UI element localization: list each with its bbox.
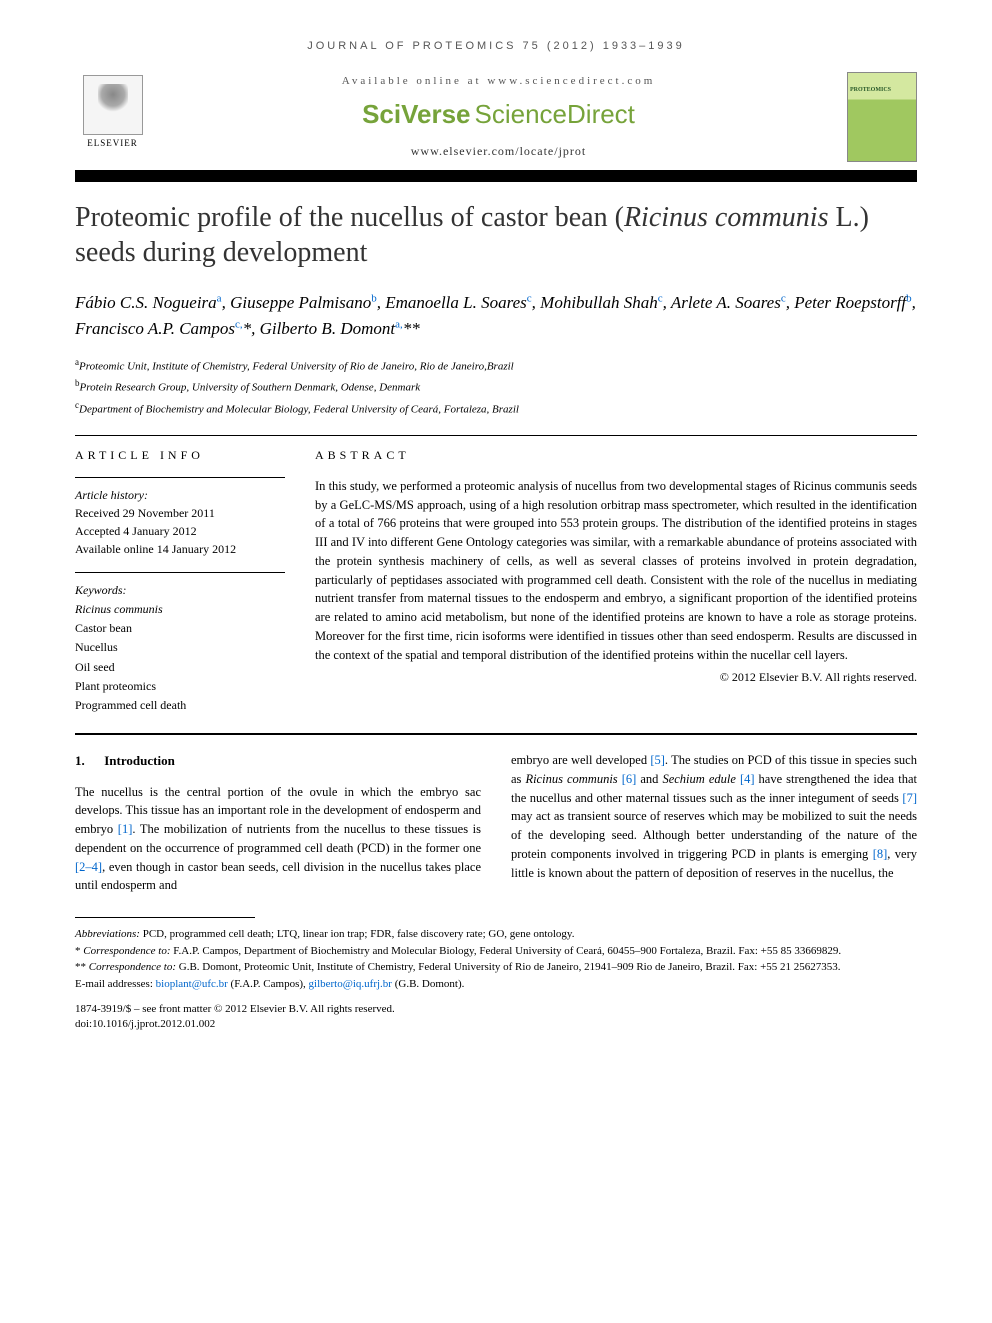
affiliation-item: aProteomic Unit, Institute of Chemistry,… xyxy=(75,355,917,376)
article-history-block: Article history: Received 29 November 20… xyxy=(75,477,285,558)
title-italic: Ricinus communis xyxy=(624,202,829,233)
elsevier-logo[interactable]: ELSEVIER xyxy=(75,75,150,160)
article-page: JOURNAL OF PROTEOMICS 75 (2012) 1933–193… xyxy=(0,0,992,1063)
correspondence-1: * Correspondence to: F.A.P. Campos, Depa… xyxy=(75,943,917,960)
divider xyxy=(75,435,917,436)
journal-citation: JOURNAL OF PROTEOMICS 75 (2012) 1933–193… xyxy=(75,40,917,52)
section-number: 1. xyxy=(75,753,85,768)
body-divider xyxy=(75,733,917,735)
journal-cover-thumbnail[interactable]: PROTEOMICS xyxy=(847,72,917,162)
abstract-column: ABSTRACT In this study, we performed a p… xyxy=(315,448,917,715)
intro-paragraph-left: The nucellus is the central portion of t… xyxy=(75,783,481,896)
doi-line: doi:10.1016/j.jprot.2012.01.002 xyxy=(75,1017,917,1032)
keyword-item: Ricinus communis xyxy=(75,600,285,619)
online-date: Available online 14 January 2012 xyxy=(75,540,285,558)
title-part1: Proteomic profile of the nucellus of cas… xyxy=(75,202,624,233)
sciverse-text: SciVerse xyxy=(362,99,470,129)
title-separator-bar xyxy=(75,170,917,182)
abstract-text: In this study, we performed a proteomic … xyxy=(315,477,917,665)
citation-link[interactable]: [6] xyxy=(622,772,637,786)
citation-link[interactable]: [5] xyxy=(650,753,665,767)
keyword-item: Oil seed xyxy=(75,658,285,677)
body-right-column: embryo are well developed [5]. The studi… xyxy=(511,751,917,895)
keyword-item: Programmed cell death xyxy=(75,696,285,715)
received-date: Received 29 November 2011 xyxy=(75,504,285,522)
publisher-banner: ELSEVIER Available online at www.science… xyxy=(75,72,917,162)
intro-paragraph-right: embryo are well developed [5]. The studi… xyxy=(511,751,917,882)
citation-link[interactable]: [8] xyxy=(873,847,888,861)
email-1-who: (F.A.P. Campos), xyxy=(228,978,309,990)
email-2-who: (G.B. Domont). xyxy=(392,978,464,990)
elsevier-label: ELSEVIER xyxy=(87,138,138,148)
abbreviations-line: Abbreviations: PCD, programmed cell deat… xyxy=(75,926,917,943)
cover-title: PROTEOMICS xyxy=(850,87,891,93)
body-columns: 1. Introduction The nucellus is the cent… xyxy=(75,751,917,895)
available-online-text: Available online at www.sciencedirect.co… xyxy=(150,75,847,87)
keywords-label: Keywords: xyxy=(75,581,285,600)
affiliation-item: bProtein Research Group, University of S… xyxy=(75,376,917,397)
section-title: Introduction xyxy=(104,753,175,768)
journal-url[interactable]: www.elsevier.com/locate/jprot xyxy=(150,144,847,159)
issn-doi-block: 1874-3919/$ – see front matter © 2012 El… xyxy=(75,1002,917,1033)
article-info-header: ARTICLE INFO xyxy=(75,448,285,463)
keyword-item: Nucellus xyxy=(75,638,285,657)
email-1[interactable]: bioplant@ufc.br xyxy=(156,978,228,990)
history-label: Article history: xyxy=(75,486,285,504)
abbrev-label: Abbreviations: xyxy=(75,928,140,940)
citation-link[interactable]: [4] xyxy=(740,772,755,786)
abbrev-text: PCD, programmed cell death; LTQ, linear … xyxy=(140,928,575,940)
email-label: E-mail addresses: xyxy=(75,978,156,990)
abstract-copyright: © 2012 Elsevier B.V. All rights reserved… xyxy=(315,670,917,685)
affiliations-list: aProteomic Unit, Institute of Chemistry,… xyxy=(75,355,917,419)
footnote-divider xyxy=(75,917,255,918)
sciencedirect-logo[interactable]: SciVerse ScienceDirect xyxy=(150,99,847,130)
issn-line: 1874-3919/$ – see front matter © 2012 El… xyxy=(75,1002,917,1017)
email-2[interactable]: gilberto@iq.ufrj.br xyxy=(309,978,392,990)
info-abstract-section: ARTICLE INFO Article history: Received 2… xyxy=(75,448,917,715)
article-title: Proteomic profile of the nucellus of cas… xyxy=(75,200,917,270)
article-info-sidebar: ARTICLE INFO Article history: Received 2… xyxy=(75,448,285,715)
citation-link[interactable]: [2–4] xyxy=(75,860,102,874)
citation-link[interactable]: [7] xyxy=(902,791,917,805)
intro-heading: 1. Introduction xyxy=(75,751,481,771)
citation-link[interactable]: [1] xyxy=(118,822,133,836)
authors-list: Fábio C.S. Nogueiraa, Giuseppe Palmisano… xyxy=(75,290,917,341)
affiliation-item: cDepartment of Biochemistry and Molecula… xyxy=(75,398,917,419)
correspondence-2: ** Correspondence to: G.B. Domont, Prote… xyxy=(75,959,917,976)
body-left-column: 1. Introduction The nucellus is the cent… xyxy=(75,751,481,895)
elsevier-tree-icon xyxy=(83,75,143,135)
footnotes-section: Abbreviations: PCD, programmed cell deat… xyxy=(75,926,917,992)
abstract-header: ABSTRACT xyxy=(315,448,917,463)
keywords-block: Keywords: Ricinus communisCastor beanNuc… xyxy=(75,572,285,715)
sciencedirect-banner: Available online at www.sciencedirect.co… xyxy=(150,75,847,159)
keyword-item: Castor bean xyxy=(75,619,285,638)
keyword-item: Plant proteomics xyxy=(75,677,285,696)
email-line: E-mail addresses: bioplant@ufc.br (F.A.P… xyxy=(75,976,917,993)
accepted-date: Accepted 4 January 2012 xyxy=(75,522,285,540)
keywords-list: Ricinus communisCastor beanNucellusOil s… xyxy=(75,600,285,715)
